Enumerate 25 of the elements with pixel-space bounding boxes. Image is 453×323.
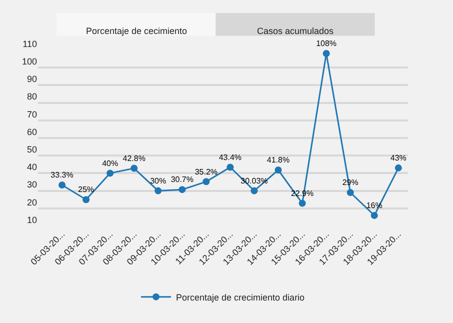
data-label: 35.2% [194,167,218,176]
y-tick-label: 90 [26,74,37,84]
data-label: 43% [390,154,406,163]
y-tick-label: 70 [26,109,37,120]
y-tick-label: 60 [26,126,37,137]
data-label: 33.3% [50,170,74,180]
y-tick-label: 40 [26,162,37,172]
y-tick-label: 80 [26,92,37,102]
data-label: 42.8% [122,154,146,163]
y-tick-label: 100 [22,56,37,66]
data-label: 41.8% [266,156,290,165]
y-tick-label: 110 [22,38,37,49]
y-tick-label: 10 [26,214,37,225]
legend-label: Porcentaje de crecimiento diario [176,292,305,302]
data-label: 108% [316,39,337,48]
y-tick-label: 50 [26,144,37,154]
data-label: 43.4% [218,152,242,162]
y-tick-label: 20 [26,197,37,208]
data-label: 30.7% [170,175,194,184]
data-label: 25% [78,185,94,194]
y-tick-label: 30 [26,180,37,190]
text: Casos acumulados [257,26,334,36]
data-label: 40% [102,158,118,168]
text: Porcentaje de cecimiento [86,26,188,36]
data-label: 30% [150,176,166,186]
